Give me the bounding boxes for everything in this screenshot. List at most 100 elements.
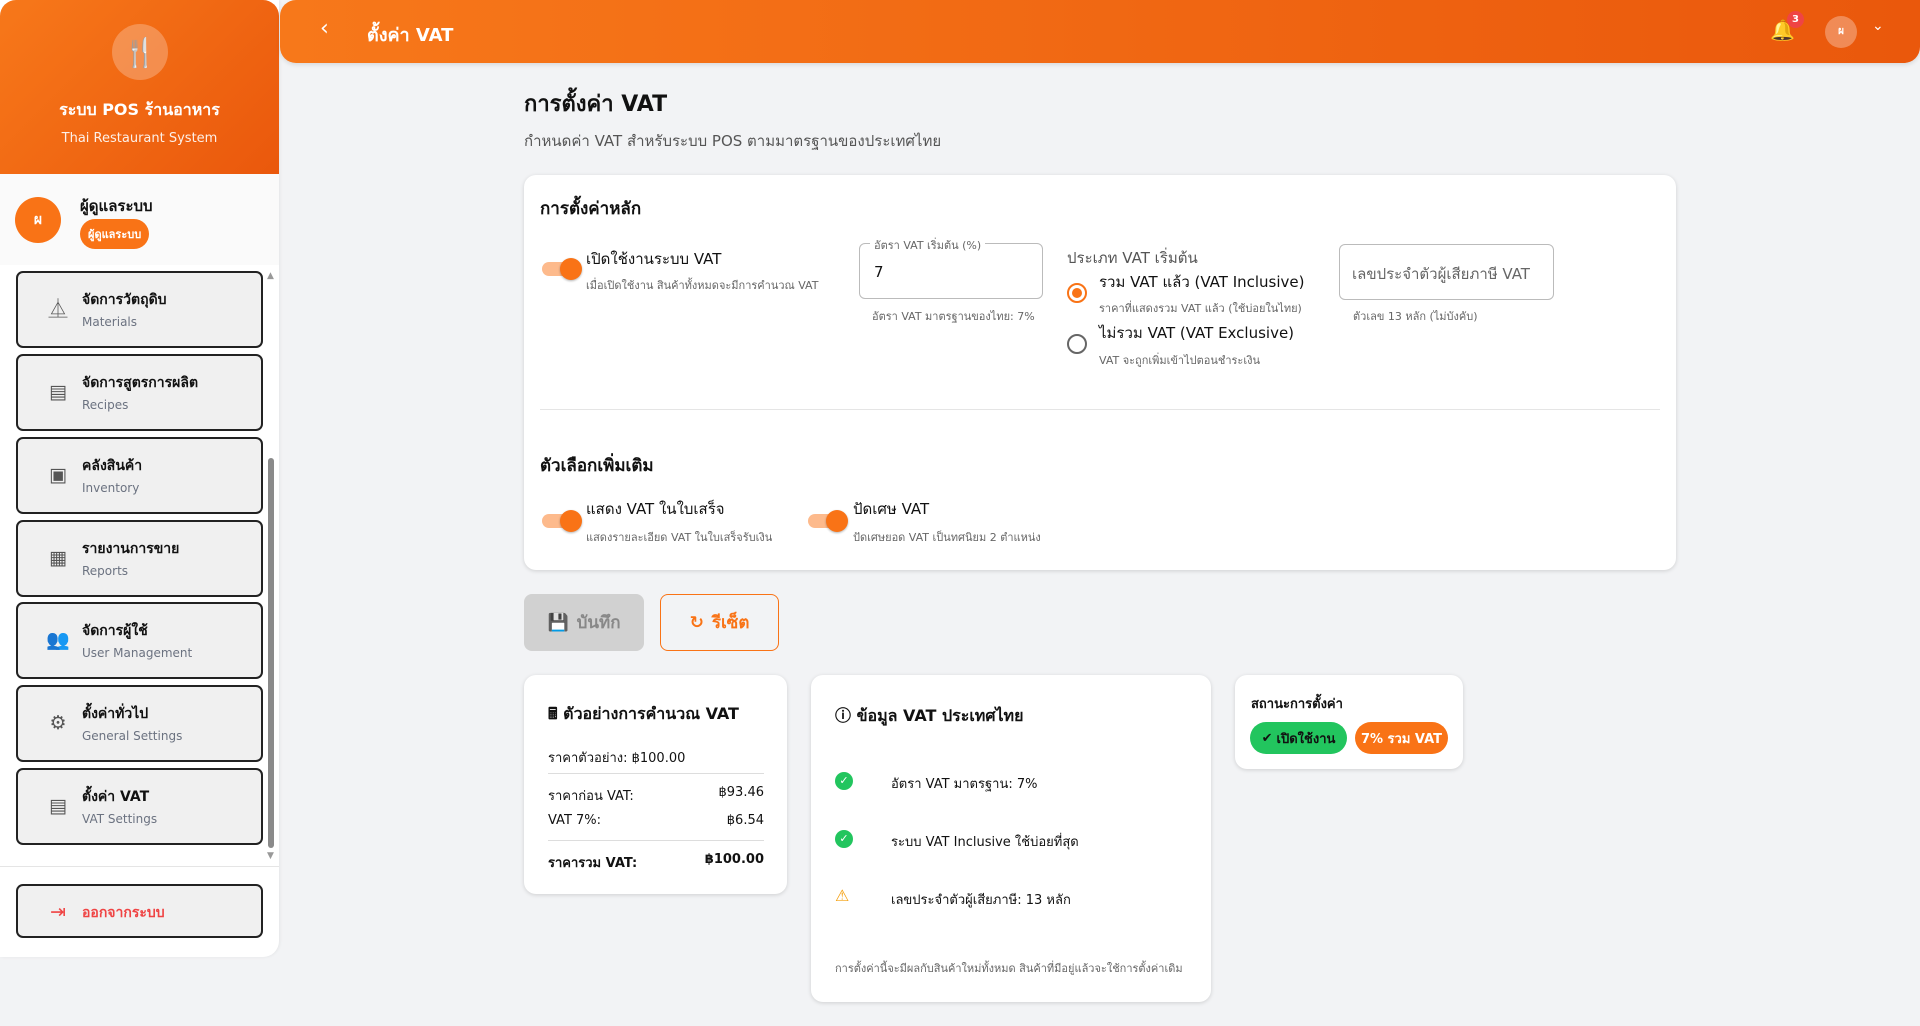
menu-sublabel: General Settings (82, 729, 183, 743)
menu-sublabel: Materials (82, 315, 138, 329)
sidebar-scrollbar[interactable]: ▲ ▼ (267, 271, 275, 861)
refresh-icon: ↻ (689, 612, 704, 633)
calc-total: ราคารวม VAT: ฿100.00 (548, 852, 764, 873)
sidebar-item-vat-settings[interactable]: ▤ ตั้งค่า VAT VAT Settings (16, 768, 263, 845)
chevron-down-icon[interactable]: ⌄ (1872, 18, 1884, 34)
menu-label: คลังสินค้า (82, 458, 143, 474)
exclusive-label: ไม่รวม VAT (VAT Exclusive) (1099, 324, 1295, 342)
menu-sublabel: Recipes (82, 398, 129, 412)
topbar-title: ตั้งค่า VAT (367, 25, 454, 46)
receipt-icon: ▤ (49, 795, 67, 817)
menu-sublabel: Reports (82, 564, 129, 578)
calc-title-text: ตัวอย่างการคำนวณ VAT (563, 704, 739, 723)
utensils-icon: 🍴 (112, 24, 168, 80)
vat-enable-toggle[interactable] (542, 258, 582, 280)
menu-label: จัดการผู้ใช้ (82, 623, 148, 639)
menu-label: จัดการสูตรการผลิต (82, 375, 199, 391)
sidebar-item-inventory[interactable]: ▣ คลังสินค้า Inventory (16, 437, 263, 514)
show-receipt-hint: แสดงรายละเอียด VAT ในใบเสร็จรับเงิน (586, 531, 773, 544)
status-enabled-badge: ✔ เปิดใช้งาน (1250, 722, 1347, 754)
info-note: การตั้งค่านี้จะมีผลกับสินค้าใหม่ทั้งหมด … (835, 962, 1183, 975)
chart-icon: ▦ (49, 547, 67, 569)
page-title: การตั้งค่า VAT (524, 92, 668, 117)
status-mode-badge: 7% รวม VAT (1355, 722, 1448, 754)
show-receipt-toggle[interactable] (542, 510, 582, 532)
row-label: ราคาก่อน VAT: (548, 789, 634, 804)
save-button[interactable]: 💾 บันทึก (524, 594, 644, 651)
receipt-icon: ▤ (49, 381, 67, 403)
sidebar-item-recipes[interactable]: ▤ จัดการสูตรการผลิต Recipes (16, 354, 263, 431)
tax-id-input[interactable]: เลขประจำตัวผู้เสียภาษี VAT (1339, 244, 1554, 300)
rounding-toggle[interactable] (808, 510, 848, 532)
row-value: ฿6.54 (726, 813, 764, 828)
scrollbar-thumb[interactable] (268, 458, 274, 848)
total-value: ฿100.00 (704, 852, 764, 867)
section-heading: การตั้งค่าหลัก (540, 199, 642, 219)
scroll-up-icon[interactable]: ▲ (267, 271, 274, 281)
radio-vat-exclusive[interactable] (1067, 334, 1087, 354)
topbar: ‹ ตั้งค่า VAT 🔔 3 ผ ⌄ (280, 0, 1920, 63)
divider (548, 840, 764, 841)
brand-title: ระบบ POS ร้านอาหาร (59, 100, 220, 119)
menu-label: ตั้งค่าทั่วไป (82, 706, 149, 722)
info-item: เลขประจำตัวผู้เสียภาษี: 13 หลัก (891, 893, 1071, 908)
vat-type-label: ประเภท VAT เริ่มต้น (1067, 249, 1198, 267)
check-circle-icon: ✔ (1261, 730, 1273, 746)
divider (540, 409, 1660, 410)
exclusive-hint: VAT จะถูกเพิ่มเข้าไปตอนชำระเงิน (1099, 354, 1260, 367)
vat-info-card: ⓘ ข้อมูล VAT ประเทศไทย ✓ อัตรา VAT มาตรฐ… (811, 675, 1211, 1002)
vat-rate-input[interactable]: อัตรา VAT เริ่มต้น (%) 7 (859, 236, 1043, 299)
brand-subtitle: Thai Restaurant System (61, 131, 218, 146)
sidebar-item-reports[interactable]: ▦ รายงานการขาย Reports (16, 520, 263, 597)
info-item: อัตรา VAT มาตรฐาน: 7% (891, 777, 1038, 792)
back-icon[interactable]: ‹ (320, 16, 329, 41)
divider (548, 773, 764, 774)
vat-enable-label: เปิดใช้งานระบบ VAT (586, 250, 722, 268)
info-icon: ⓘ (835, 706, 857, 725)
row-label: VAT 7%: (548, 813, 602, 828)
status-title: สถานะการตั้งค่า (1251, 697, 1343, 712)
sidebar-item-materials[interactable]: ⏅ จัดการวัตถุดิบ Materials (16, 271, 263, 348)
users-icon: 👥 (46, 629, 70, 651)
reset-label: รีเซ็ต (711, 613, 750, 633)
total-label: ราคารวม VAT: (548, 856, 638, 871)
logout-icon: ⇥ (50, 901, 66, 923)
check-circle-icon: ✓ (835, 830, 853, 848)
sidebar-item-users[interactable]: 👥 จัดการผู้ใช้ User Management (16, 602, 263, 679)
user-avatar[interactable]: ผ (1825, 16, 1857, 48)
vat-enable-hint: เมื่อเปิดใช้งาน สินค้าทั้งหมดจะมีการคำนว… (586, 279, 819, 292)
role-badge: ผู้ดูแลระบบ (80, 219, 150, 249)
user-panel: ผ ผู้ดูแลระบบ ผู้ดูแลระบบ (0, 174, 279, 265)
calc-example-card: 🖩 ตัวอย่างการคำนวณ VAT ราคาตัวอย่าง: ฿10… (524, 675, 787, 894)
calc-row: VAT 7%: ฿6.54 (548, 813, 764, 828)
radio-vat-inclusive[interactable] (1067, 283, 1087, 303)
user-name: ผู้ดูแลระบบ (80, 197, 153, 215)
info-title-text: ข้อมูล VAT ประเทศไทย (856, 706, 1024, 725)
info-title: ⓘ ข้อมูล VAT ประเทศไทย (835, 702, 1023, 729)
archive-icon: ▣ (49, 464, 67, 486)
scroll-down-icon[interactable]: ▼ (267, 851, 274, 861)
menu-sublabel: VAT Settings (82, 812, 158, 826)
sidebar: 🍴 ระบบ POS ร้านอาหาร Thai Restaurant Sys… (0, 0, 279, 957)
main-settings-card: การตั้งค่าหลัก เปิดใช้งานระบบ VAT เมื่อเ… (524, 175, 1676, 570)
inclusive-hint: ราคาที่แสดงรวม VAT แล้ว (ใช้บ่อยในไทย) (1099, 302, 1302, 315)
extra-heading: ตัวเลือกเพิ่มเติม (540, 456, 654, 476)
divider (0, 866, 279, 867)
menu-label: ตั้งค่า VAT (82, 789, 150, 805)
calc-row: ราคาก่อน VAT: ฿93.46 (548, 785, 764, 806)
vat-rate-value: 7 (874, 263, 884, 281)
calc-title: 🖩 ตัวอย่างการคำนวณ VAT (548, 702, 739, 730)
sidebar-item-general-settings[interactable]: ⚙ ตั้งค่าทั่วไป General Settings (16, 685, 263, 762)
reset-button[interactable]: ↻ รีเซ็ต (660, 594, 779, 651)
vat-rate-hint: อัตรา VAT มาตรฐานของไทย: 7% (872, 310, 1035, 323)
rounding-label: ปัดเศษ VAT (853, 500, 930, 518)
menu-sublabel: User Management (82, 646, 193, 660)
rounding-hint: ปัดเศษยอด VAT เป็นทศนิยม 2 ตำแหน่ง (853, 531, 1041, 544)
check-circle-icon: ✓ (835, 772, 853, 790)
warning-icon: ⚠ (835, 886, 850, 905)
brand-header: 🍴 ระบบ POS ร้านอาหาร Thai Restaurant Sys… (0, 0, 279, 174)
flask-icon: ⏅ (48, 298, 68, 320)
menu-label: รายงานการขาย (82, 541, 180, 557)
logout-button[interactable]: ⇥ ออกจากระบบ (16, 884, 263, 938)
notification-badge: 3 (1787, 11, 1804, 28)
